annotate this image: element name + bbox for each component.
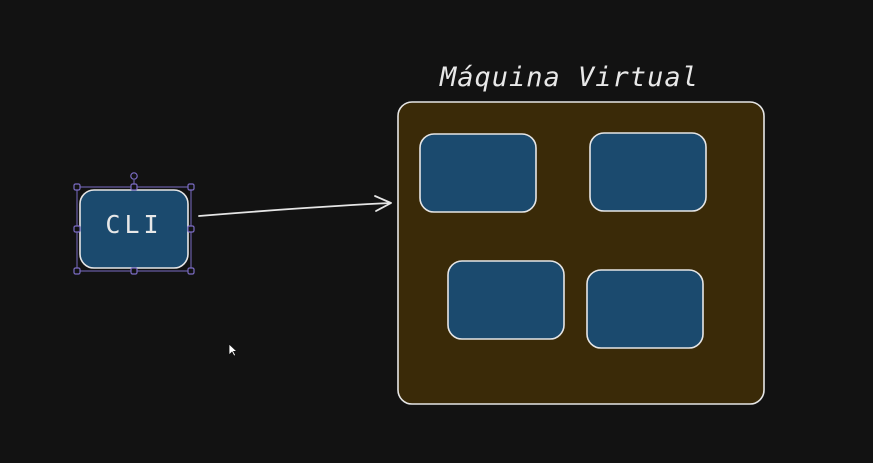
- virtual-machine-title: Máquina Virtual: [440, 62, 699, 93]
- resize-handle-w[interactable]: [73, 225, 81, 233]
- cli-to-vm-arrow[interactable]: [198, 195, 392, 217]
- resize-handle-se[interactable]: [187, 267, 195, 275]
- vm-inner-box-2[interactable]: [589, 132, 707, 212]
- resize-handle-s[interactable]: [130, 267, 138, 275]
- resize-handle-n[interactable]: [130, 183, 138, 191]
- selection-frame[interactable]: [73, 172, 195, 275]
- rotate-handle[interactable]: [130, 172, 138, 180]
- vm-inner-box-4[interactable]: [586, 269, 704, 349]
- cli-label: CLI: [105, 210, 163, 239]
- resize-handle-e[interactable]: [187, 225, 195, 233]
- vm-inner-box-3[interactable]: [447, 260, 565, 340]
- resize-handle-nw[interactable]: [73, 183, 81, 191]
- resize-handle-ne[interactable]: [187, 183, 195, 191]
- vm-inner-box-1[interactable]: [419, 133, 537, 213]
- mouse-pointer-icon: [228, 343, 238, 357]
- resize-handle-sw[interactable]: [73, 267, 81, 275]
